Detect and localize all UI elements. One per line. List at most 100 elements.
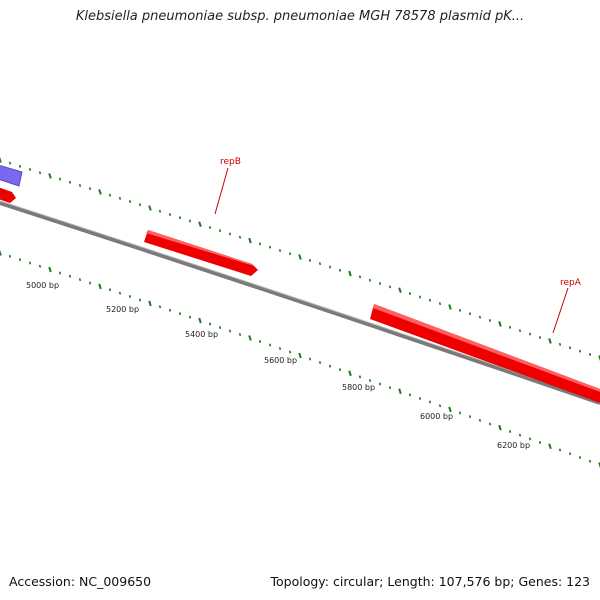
inner-tick <box>188 315 192 319</box>
outer-tick <box>198 221 202 228</box>
inner-tick <box>288 350 292 354</box>
outer-tick <box>408 292 412 296</box>
outer-tick <box>338 268 342 272</box>
gene-repA[interactable] <box>370 304 600 403</box>
inner-tick <box>368 378 372 382</box>
inner-tick <box>178 312 182 316</box>
inner-tick <box>48 266 52 273</box>
inner-tick <box>468 415 472 419</box>
inner-tick <box>498 424 502 431</box>
inner-tick <box>458 411 462 415</box>
outer-tick <box>548 338 552 344</box>
inner-tick <box>538 441 542 445</box>
outer-tick <box>598 355 600 361</box>
gene-label-repA: repA <box>560 278 582 288</box>
outer-tick <box>8 161 12 165</box>
outer-tick <box>48 173 52 179</box>
inner-tick <box>558 448 562 452</box>
outer-tick <box>248 237 252 244</box>
inner-tick <box>238 332 242 336</box>
outer-tick <box>498 321 502 327</box>
outer-tick <box>518 329 522 333</box>
inner-tick <box>8 254 12 258</box>
outer-tick <box>18 164 22 168</box>
inner-tick <box>268 343 272 347</box>
outer-tick <box>328 265 332 269</box>
outer-tick <box>78 183 82 187</box>
outer-tick <box>468 312 472 316</box>
outer-tick <box>488 319 492 323</box>
outer-tick <box>148 205 152 211</box>
outer-tick <box>308 258 312 262</box>
inner-tick <box>158 305 162 309</box>
inner-tick <box>0 250 2 256</box>
inner-tick <box>138 298 142 302</box>
inner-tick <box>318 361 322 365</box>
position-label-5000: 5000 bp <box>26 281 59 290</box>
outer-tick <box>128 200 132 204</box>
position-label-5800: 5800 bp <box>342 383 375 392</box>
inner-tick <box>148 300 152 307</box>
outer-tick <box>168 212 172 216</box>
inner-tick <box>408 393 412 397</box>
outer-tick <box>208 225 212 229</box>
inner-tick <box>258 339 262 343</box>
outer-tick <box>38 171 42 175</box>
gene-label-repB: repB <box>220 157 241 167</box>
repA-label-line <box>552 287 569 334</box>
inner-tick <box>398 388 402 395</box>
inner-tick <box>488 422 492 426</box>
outer-tick <box>58 177 62 181</box>
repB-label-line <box>214 167 229 215</box>
inner-tick <box>168 308 172 312</box>
outer-tick <box>118 196 122 200</box>
inner-tick <box>528 437 532 441</box>
inner-tick <box>298 352 302 359</box>
inner-tick <box>478 418 482 422</box>
inner-tick <box>448 406 452 413</box>
inner-tick <box>418 396 422 400</box>
inner-tick <box>58 271 62 275</box>
gene-feature-left[interactable] <box>0 186 16 203</box>
inner-tick <box>348 370 352 377</box>
outer-tick <box>178 216 182 220</box>
gene-repB[interactable] <box>144 230 258 276</box>
inner-tick <box>548 443 552 450</box>
outer-tick <box>108 193 112 197</box>
outer-tick <box>238 235 242 239</box>
outer-tick <box>28 168 32 172</box>
outer-tick-track <box>0 157 600 361</box>
outer-tick <box>298 254 302 260</box>
inner-tick <box>378 382 382 386</box>
inner-tick <box>108 288 112 292</box>
inner-tick <box>508 429 512 433</box>
outer-tick <box>368 278 372 282</box>
position-label-5400: 5400 bp <box>185 330 218 339</box>
outer-tick <box>88 187 92 191</box>
inner-tick <box>568 452 572 456</box>
outer-tick <box>388 285 392 289</box>
outer-tick <box>348 270 352 277</box>
backbone-arc <box>0 201 600 405</box>
outer-tick <box>358 275 362 279</box>
position-label-5200: 5200 bp <box>106 305 139 314</box>
inner-tick <box>308 357 312 361</box>
outer-tick <box>68 180 72 184</box>
position-label-6000: 6000 bp <box>420 412 453 421</box>
outer-tick <box>398 287 402 294</box>
inner-tick <box>38 264 42 268</box>
inner-tick <box>438 404 442 408</box>
inner-tick <box>588 459 592 463</box>
outer-tick <box>378 282 382 286</box>
outer-tick <box>588 353 592 357</box>
outer-tick <box>438 302 442 306</box>
outer-tick <box>558 342 562 346</box>
gene-feature-purple[interactable] <box>0 164 23 187</box>
inner-tick <box>278 346 282 350</box>
position-label-6200: 6200 bp <box>497 441 530 450</box>
inner-tick <box>68 274 72 278</box>
inner-tick <box>248 335 252 341</box>
outer-tick <box>218 229 222 233</box>
outer-tick <box>98 189 102 195</box>
